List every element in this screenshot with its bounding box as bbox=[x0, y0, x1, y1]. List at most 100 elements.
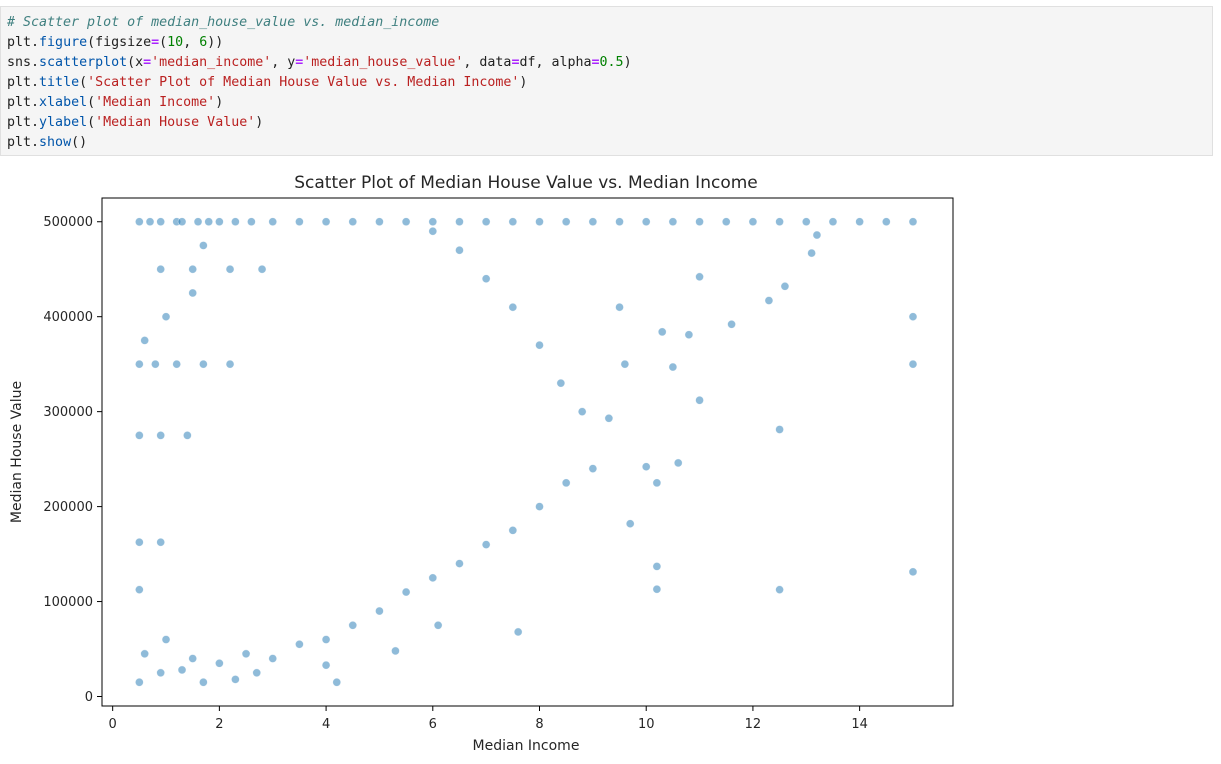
x-tick-label: 8 bbox=[535, 717, 543, 732]
data-point bbox=[188, 288, 198, 298]
data-point bbox=[513, 627, 523, 637]
data-point bbox=[135, 677, 144, 687]
code-line: # Scatter plot of median_house_value vs.… bbox=[7, 13, 1206, 33]
data-point bbox=[199, 241, 208, 250]
code-token: df, alpha bbox=[519, 55, 592, 70]
code-line: plt.figure(figsize=(10, 6)) bbox=[7, 33, 1206, 53]
code-token: ( bbox=[79, 75, 88, 90]
data-point bbox=[481, 217, 491, 227]
data-point bbox=[775, 425, 784, 434]
code-token: . bbox=[31, 35, 40, 50]
data-point bbox=[727, 319, 736, 329]
data-point bbox=[615, 302, 624, 312]
code-token: , y bbox=[271, 55, 296, 70]
data-point bbox=[145, 217, 155, 227]
code-token: show bbox=[39, 135, 72, 150]
data-point bbox=[375, 606, 384, 616]
data-point bbox=[428, 217, 438, 227]
code-token: # Scatter plot of median_house_value vs.… bbox=[7, 15, 440, 30]
x-tick-label: 2 bbox=[215, 717, 223, 732]
code-token: 'median_income' bbox=[151, 55, 272, 70]
data-point bbox=[481, 274, 491, 284]
data-point bbox=[828, 217, 838, 227]
data-point bbox=[161, 312, 171, 321]
data-point bbox=[535, 217, 544, 227]
code-token: 10 bbox=[167, 35, 184, 50]
code-token: , bbox=[183, 35, 200, 50]
code-token: . bbox=[31, 75, 40, 90]
data-point bbox=[433, 620, 443, 630]
data-point bbox=[428, 573, 438, 583]
data-point bbox=[668, 362, 678, 372]
data-point bbox=[855, 217, 864, 227]
chart-title: Scatter Plot of Median House Value vs. M… bbox=[294, 173, 758, 193]
data-point bbox=[764, 296, 774, 305]
code-token: 'median_house_value' bbox=[303, 55, 464, 70]
code-token: . bbox=[31, 95, 40, 110]
data-point bbox=[695, 395, 704, 405]
data-point bbox=[156, 431, 165, 440]
data-point bbox=[620, 359, 630, 369]
x-tick-label: 4 bbox=[322, 717, 330, 732]
data-point bbox=[375, 217, 384, 227]
data-point bbox=[161, 635, 171, 644]
data-point bbox=[807, 248, 816, 258]
data-point bbox=[241, 649, 251, 659]
data-point bbox=[183, 431, 192, 440]
code-token: ( bbox=[159, 35, 168, 50]
code-token: 0.5 bbox=[599, 55, 624, 70]
data-point bbox=[215, 658, 224, 668]
data-point bbox=[140, 649, 149, 659]
y-tick-label: 400000 bbox=[43, 310, 93, 325]
code-token: ylabel bbox=[39, 115, 88, 130]
data-point bbox=[801, 217, 811, 227]
code-cell[interactable]: # Scatter plot of median_house_value vs.… bbox=[0, 6, 1213, 156]
code-token: plt bbox=[7, 135, 32, 150]
code-token: = bbox=[151, 35, 160, 50]
data-point bbox=[151, 359, 160, 369]
data-point bbox=[135, 585, 144, 594]
code-token: ( bbox=[87, 115, 96, 130]
data-point bbox=[508, 302, 518, 312]
code-token: = bbox=[511, 55, 520, 70]
code-line: plt.show() bbox=[7, 133, 1206, 153]
data-point bbox=[556, 378, 566, 388]
code-token: 'Scatter Plot of Median House Value vs. … bbox=[87, 75, 520, 90]
data-point bbox=[188, 264, 198, 274]
data-point bbox=[908, 359, 918, 369]
code-token: 'Median Income' bbox=[95, 95, 216, 110]
code-token: . bbox=[31, 55, 40, 70]
data-point bbox=[177, 217, 187, 227]
code-token: = bbox=[591, 55, 600, 70]
code-token: plt bbox=[7, 35, 32, 50]
data-point bbox=[295, 639, 304, 649]
data-point bbox=[172, 359, 181, 369]
output-area: Scatter Plot of Median House Value vs. M… bbox=[0, 160, 980, 760]
data-point bbox=[775, 585, 784, 594]
data-point bbox=[156, 217, 165, 227]
data-point bbox=[588, 217, 598, 227]
code-token: ( bbox=[87, 95, 96, 110]
data-point bbox=[908, 312, 918, 321]
code-token: = bbox=[143, 55, 152, 70]
code-token: plt bbox=[7, 75, 32, 90]
data-point bbox=[252, 668, 262, 678]
code-token: . bbox=[31, 115, 40, 130]
data-point bbox=[391, 646, 400, 656]
code-token: plt bbox=[7, 115, 32, 130]
y-tick-label: 100000 bbox=[43, 595, 93, 610]
data-point bbox=[156, 537, 165, 547]
code-token: plt bbox=[7, 95, 32, 110]
data-point bbox=[673, 458, 683, 468]
x-tick-label: 14 bbox=[851, 717, 868, 732]
data-point bbox=[882, 217, 891, 227]
data-point bbox=[604, 413, 614, 423]
code-token: . bbox=[31, 135, 40, 150]
data-point bbox=[321, 660, 331, 670]
data-point bbox=[657, 327, 667, 337]
data-point bbox=[908, 217, 918, 227]
data-point bbox=[588, 464, 598, 473]
data-point bbox=[231, 217, 240, 227]
data-point bbox=[577, 407, 587, 416]
data-point bbox=[561, 217, 571, 227]
